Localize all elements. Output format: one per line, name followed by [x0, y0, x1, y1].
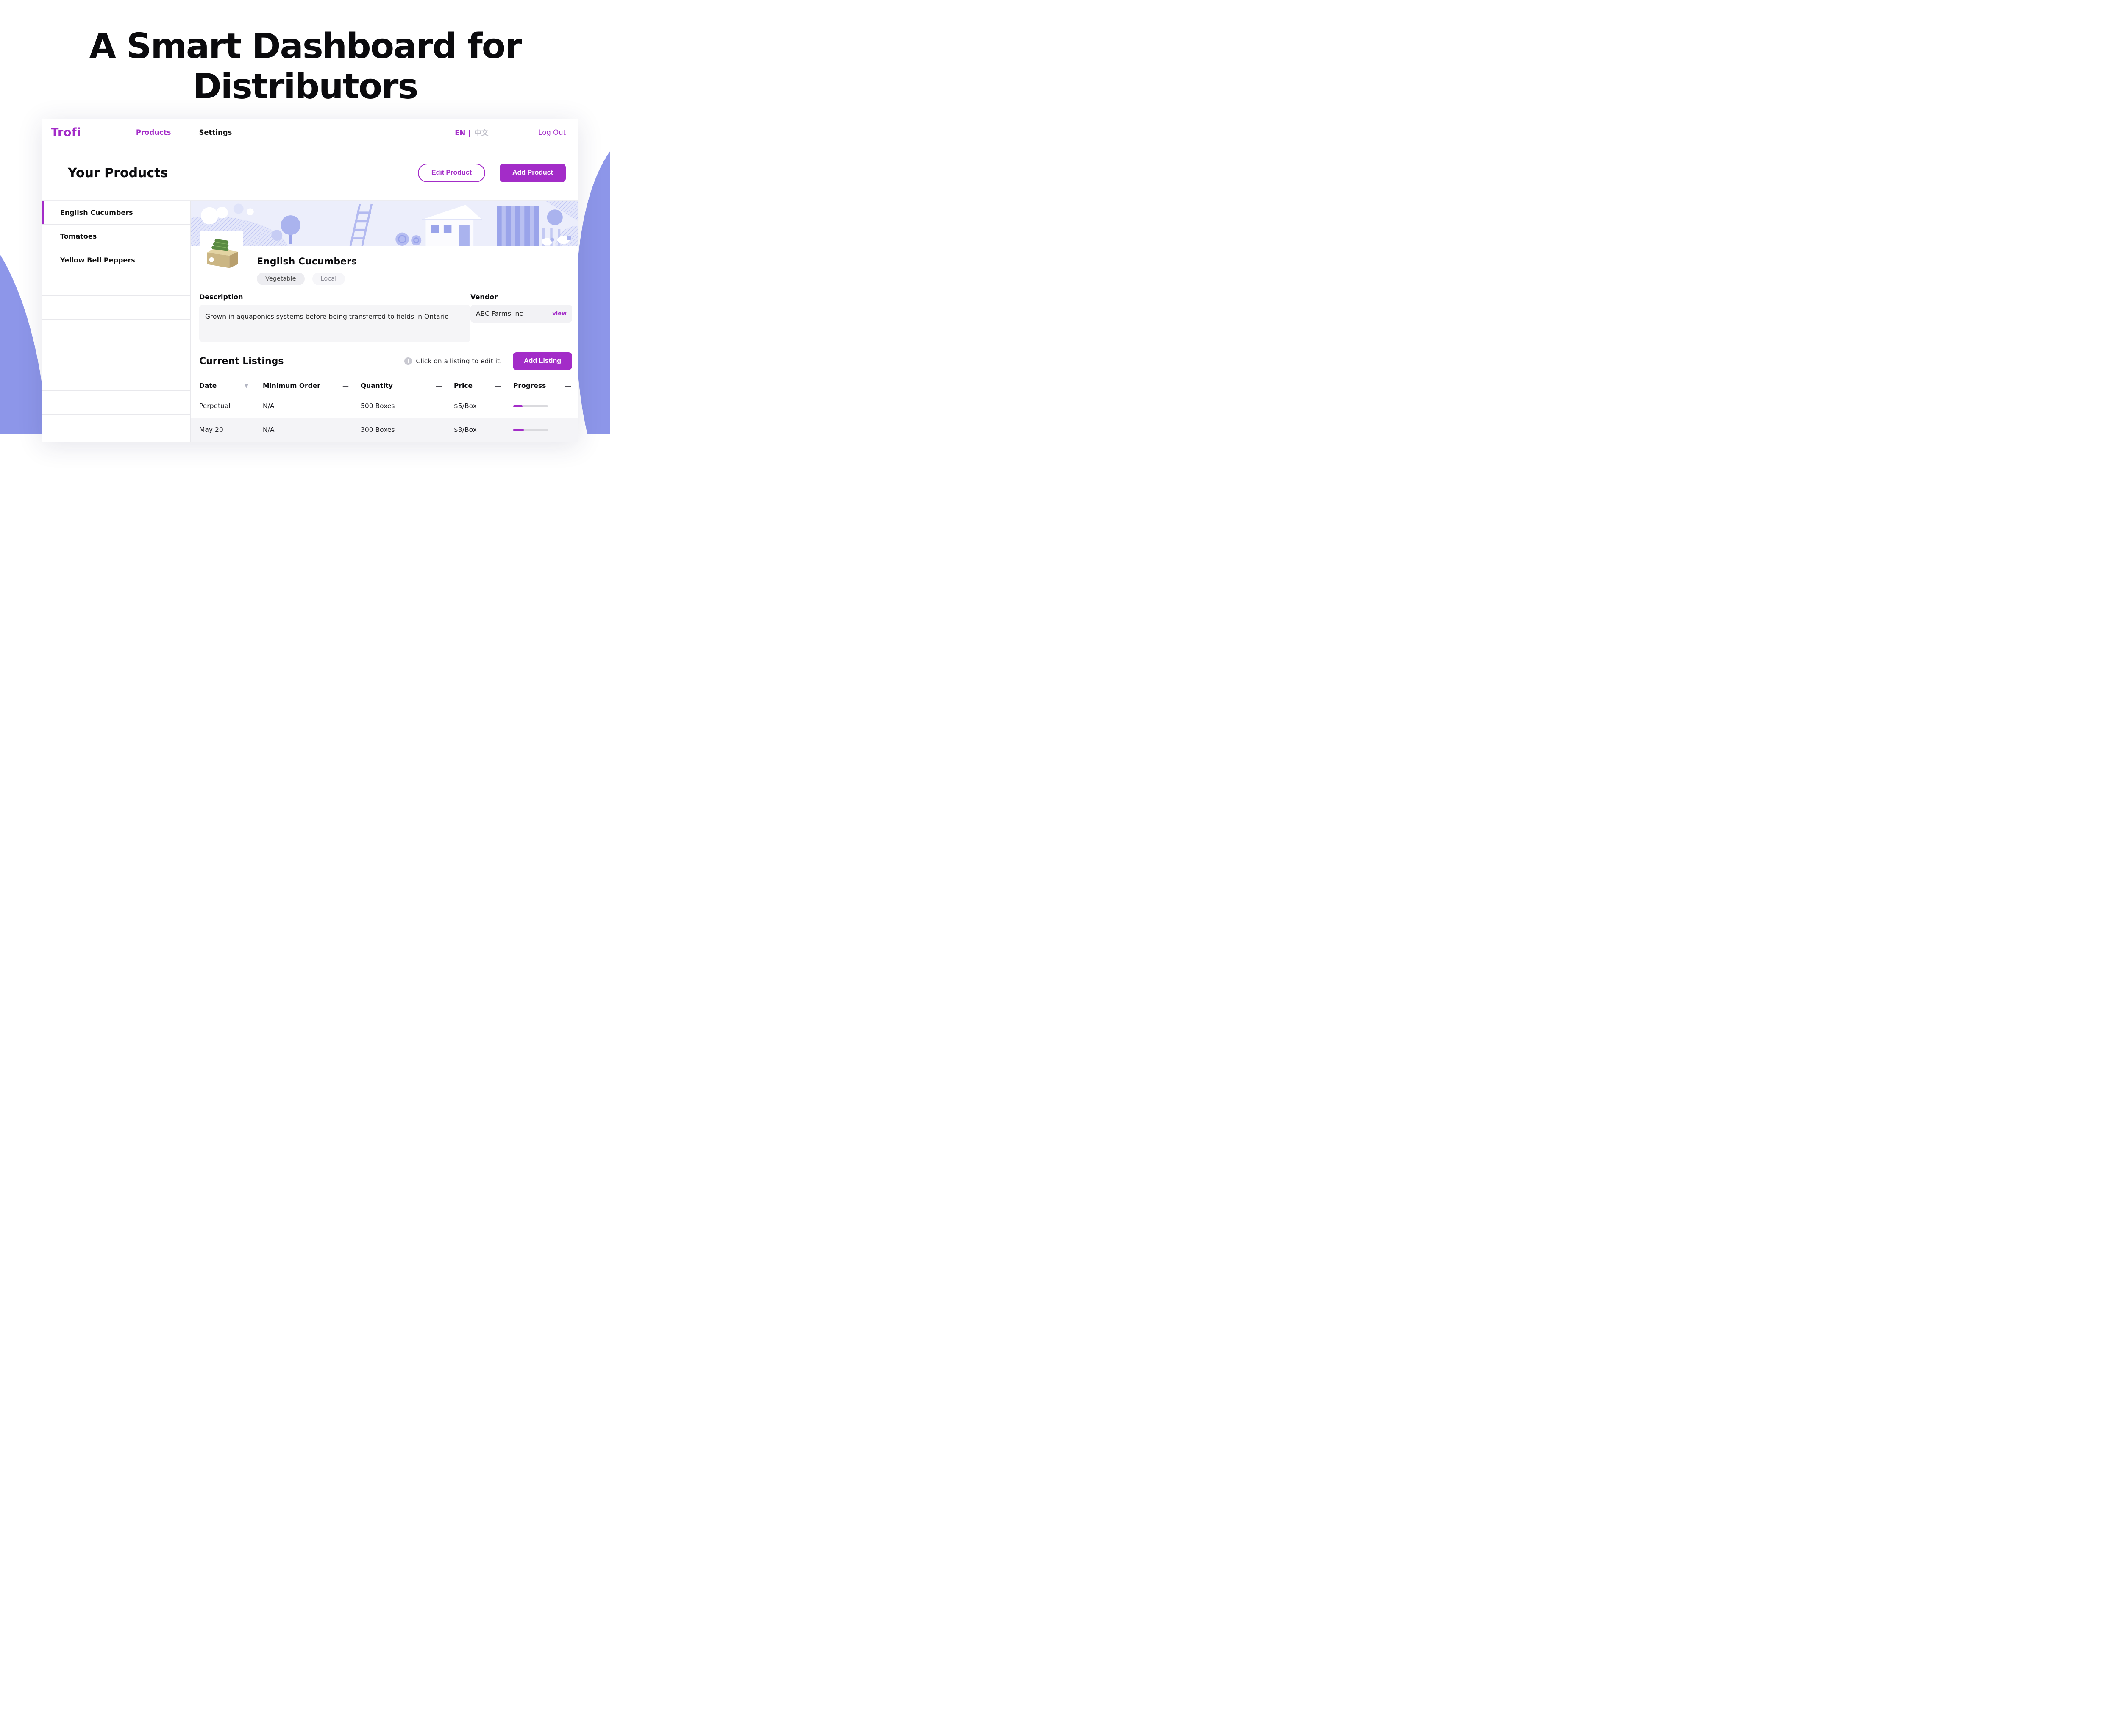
sidebar-empty-row — [42, 415, 190, 438]
sidebar-empty-row — [42, 272, 190, 296]
description-column: Description Grown in aquaponics systems … — [199, 293, 470, 342]
column-header-quantity[interactable]: Quantity — — [361, 382, 442, 389]
column-header-progress[interactable]: Progress — — [513, 382, 571, 389]
sidebar-item-english-cucumbers[interactable]: English Cucumbers — [42, 201, 190, 225]
product-tags: Vegetable Local — [257, 273, 578, 285]
listing-row[interactable]: Perpetual N/A 500 Boxes $5/Box — [191, 394, 578, 418]
language-toggle[interactable]: EN | 中文 — [455, 127, 488, 137]
products-title: Your Products — [68, 165, 168, 181]
tag-vegetable: Vegetable — [257, 273, 305, 285]
content-area: English Cucumbers Tomatoes Yellow Bell P… — [42, 200, 578, 442]
page-title: A Smart Dashboard for Distributors — [89, 26, 522, 107]
add-product-button[interactable]: Add Product — [500, 164, 566, 182]
sidebar-item-label: Yellow Bell Peppers — [60, 256, 135, 264]
nav-item-products[interactable]: Products — [136, 128, 171, 136]
vendor-box: ABC Farms Inc view — [470, 305, 572, 323]
listings-table: Date ▼ Minimum Order — Quantity — Price … — [191, 377, 578, 442]
vendor-name: ABC Farms Inc — [476, 310, 523, 317]
sidebar-empty-row — [42, 296, 190, 320]
sort-dash-icon[interactable]: — — [495, 382, 501, 389]
listing-price: $3/Box — [454, 426, 477, 434]
brand-logo[interactable]: Trofi — [51, 125, 81, 139]
product-list-sidebar: English Cucumbers Tomatoes Yellow Bell P… — [42, 201, 191, 442]
sort-desc-icon[interactable]: ▼ — [244, 383, 248, 389]
sidebar-item-label: Tomatoes — [60, 232, 97, 240]
logout-link[interactable]: Log Out — [538, 128, 566, 136]
column-header-minimum-order[interactable]: Minimum Order — — [263, 382, 349, 389]
listing-progress-bar — [513, 428, 548, 431]
products-header: Your Products Edit Product Add Product — [42, 161, 578, 185]
sidebar-item-tomatoes[interactable]: Tomatoes — [42, 225, 190, 248]
sidebar-empty-row — [42, 343, 190, 367]
sort-dash-icon[interactable]: — — [342, 382, 349, 389]
description-label: Description — [199, 293, 243, 301]
info-icon — [404, 357, 412, 365]
product-detail-panel: English Cucumbers Vegetable Local Descri… — [191, 201, 578, 442]
edit-product-button[interactable]: Edit Product — [417, 164, 485, 182]
background-decor-shapes — [0, 151, 610, 434]
sidebar-item-yellow-bell-peppers[interactable]: Yellow Bell Peppers — [42, 248, 190, 272]
banner-illustration — [191, 201, 578, 246]
dashboard-card: Trofi Products Settings EN | 中文 Log Out … — [42, 119, 578, 442]
add-listing-button[interactable]: Add Listing — [513, 352, 572, 370]
sidebar-empty-row — [42, 320, 190, 343]
current-listings-bar: Current Listings Click on a listing to e… — [191, 352, 578, 370]
sidebar-item-label: English Cucumbers — [60, 209, 133, 217]
current-listings-title: Current Listings — [199, 356, 284, 367]
vendor-label: Vendor — [470, 293, 498, 301]
product-head: English Cucumbers Vegetable Local — [257, 256, 578, 285]
top-nav: Trofi Products Settings EN | 中文 Log Out — [42, 119, 578, 144]
listing-row[interactable]: May 20 N/A 300 Boxes $3/Box — [191, 418, 578, 442]
sort-dash-icon[interactable]: — — [565, 382, 571, 389]
listing-date: May 20 — [199, 426, 223, 434]
tag-local: Local — [312, 273, 345, 285]
column-header-price[interactable]: Price — — [454, 382, 501, 389]
language-en-label[interactable]: EN | — [455, 129, 471, 137]
nav-item-settings[interactable]: Settings — [199, 128, 232, 136]
listings-hint: Click on a listing to edit it. — [404, 357, 502, 365]
description-vendor-row: Description Grown in aquaponics systems … — [191, 293, 578, 342]
listing-date: Perpetual — [199, 402, 231, 410]
sidebar-empty-row — [42, 367, 190, 391]
product-name: English Cucumbers — [257, 256, 357, 267]
language-zh-label[interactable]: 中文 — [474, 129, 489, 137]
sidebar-empty-row — [42, 391, 190, 415]
listing-minimum-order: N/A — [263, 426, 275, 434]
listings-table-header: Date ▼ Minimum Order — Quantity — Price … — [191, 377, 578, 394]
sort-dash-icon[interactable]: — — [436, 382, 442, 389]
product-image — [200, 231, 243, 272]
vendor-column: Vendor ABC Farms Inc view — [470, 293, 572, 342]
listing-quantity: 300 Boxes — [361, 426, 395, 434]
description-box: Grown in aquaponics systems before being… — [199, 305, 470, 342]
column-header-date[interactable]: Date ▼ — [199, 382, 248, 389]
listing-quantity: 500 Boxes — [361, 402, 395, 410]
listings-hint-text: Click on a listing to edit it. — [416, 357, 502, 365]
vendor-view-link[interactable]: view — [552, 310, 567, 317]
listing-progress-bar — [513, 405, 548, 407]
listing-minimum-order: N/A — [263, 402, 275, 410]
listing-price: $5/Box — [454, 402, 477, 410]
